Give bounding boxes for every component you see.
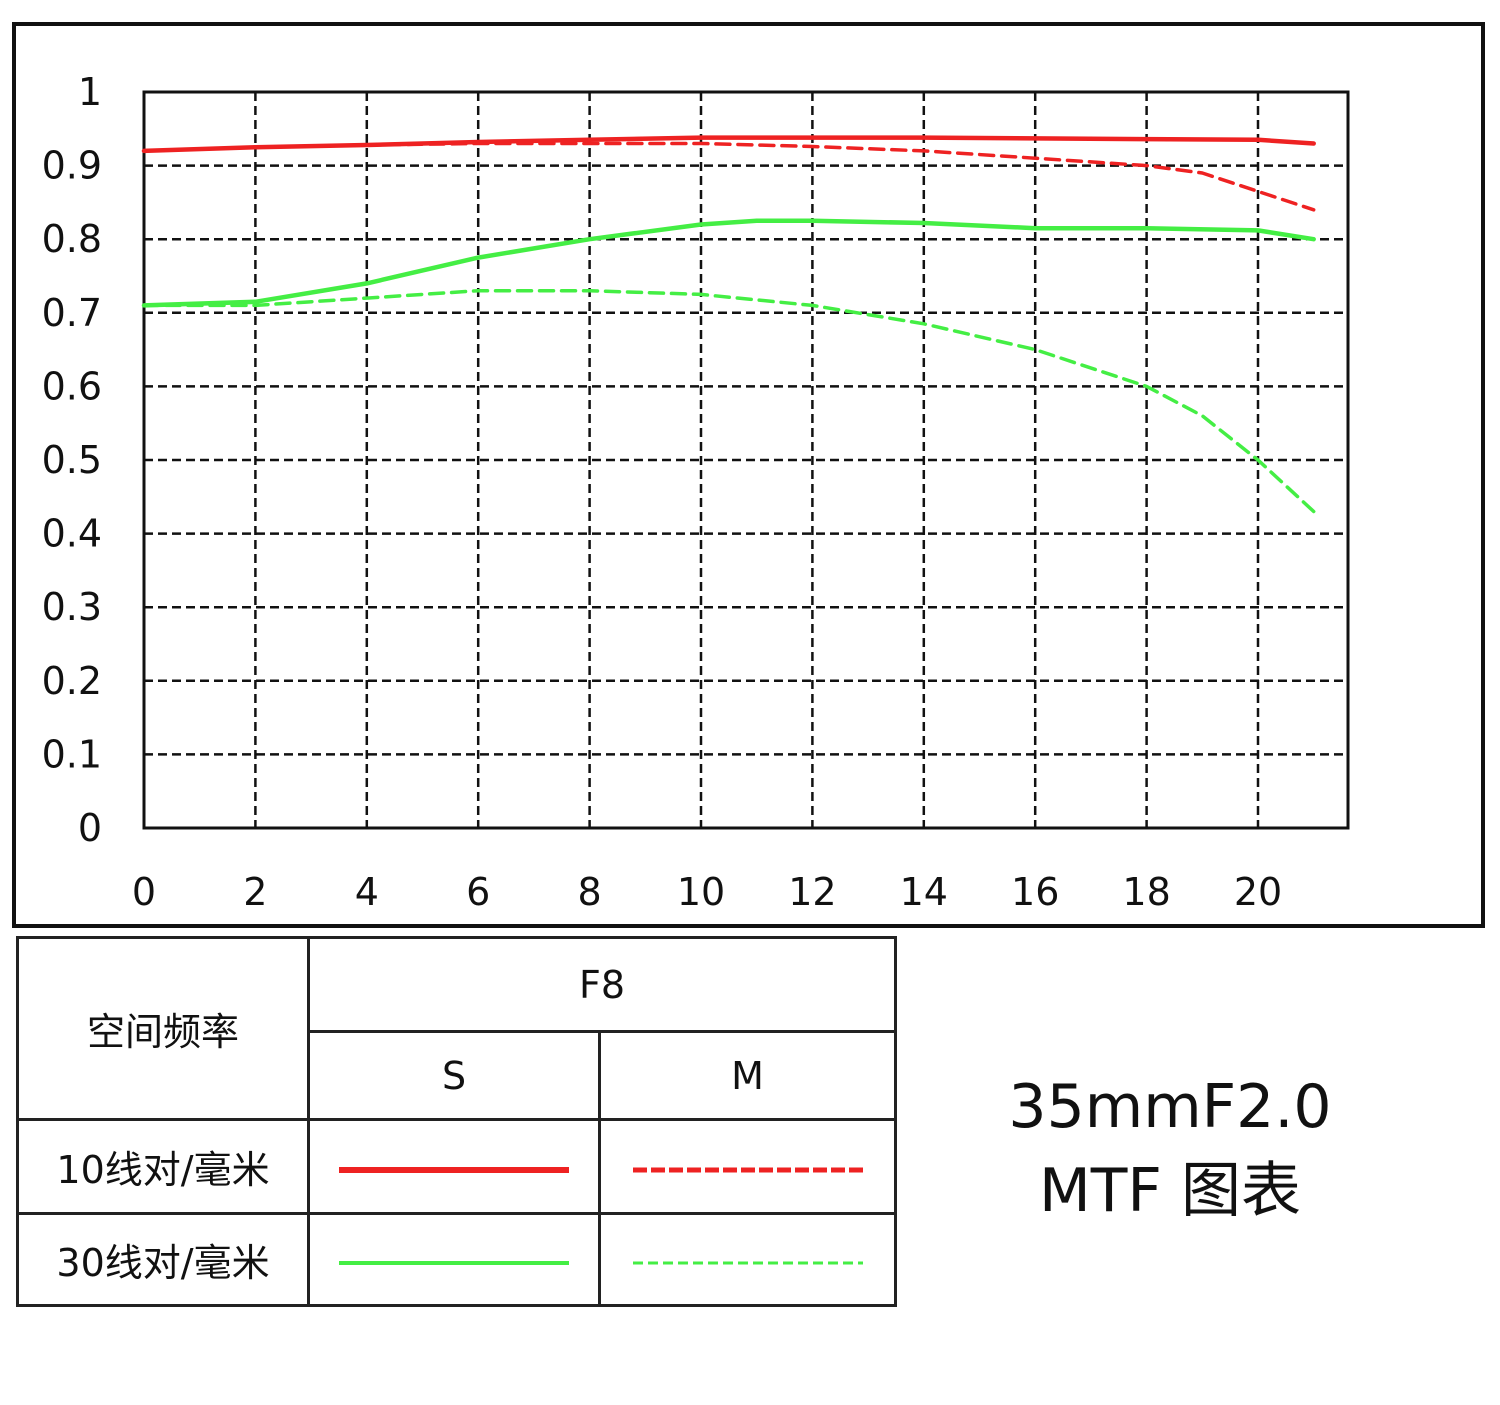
x-tick-label: 8 bbox=[578, 870, 602, 914]
x-tick-label: 20 bbox=[1234, 870, 1282, 914]
x-tick-label: 16 bbox=[1011, 870, 1059, 914]
legend-header-aperture: F8 bbox=[307, 936, 897, 1033]
series-line-3 bbox=[141, 218, 1316, 308]
x-tick-label: 14 bbox=[900, 870, 948, 914]
chart-title-block: 35mmF2.0 MTF 图表 bbox=[960, 1065, 1380, 1233]
x-axis-labels: 0 2 4 6 8 10 12 14 16 18 20 bbox=[132, 870, 1282, 914]
y-tick-label: 0.3 bbox=[42, 585, 102, 629]
legend-sample-30-s bbox=[307, 1212, 601, 1307]
y-tick-label: 0.7 bbox=[42, 291, 102, 335]
legend-row-30lp: 30线对/毫米 bbox=[16, 1212, 310, 1307]
x-tick-label: 2 bbox=[243, 870, 267, 914]
mtf-chart-title: MTF 图表 bbox=[1038, 1156, 1301, 1226]
y-tick-label: 0.8 bbox=[42, 217, 102, 261]
y-tick-label: 0.5 bbox=[42, 438, 102, 482]
y-tick-label: 1 bbox=[78, 70, 102, 114]
x-tick-label: 4 bbox=[355, 870, 379, 914]
mtf-chart: 0 0.1 0.2 0.3 0.4 0.5 0.6 0.7 0.8 0.9 1 0 2 4 6 8 10 12 1… bbox=[12, 22, 1485, 928]
y-tick-label: 0.2 bbox=[42, 659, 102, 703]
legend-col-m: M bbox=[598, 1030, 897, 1121]
data-series bbox=[141, 135, 1316, 514]
series-line-2 bbox=[142, 141, 1316, 212]
legend-table: 空间频率 F8 S M 10线对/毫米 30线对/毫米 bbox=[16, 936, 897, 1307]
y-tick-label: 0.6 bbox=[42, 364, 102, 408]
y-tick-label: 0.1 bbox=[42, 732, 102, 776]
y-tick-label: 0.9 bbox=[42, 144, 102, 188]
legend-sample-10-m bbox=[598, 1118, 897, 1215]
y-axis-labels: 0 0.1 0.2 0.3 0.4 0.5 0.6 0.7 0.8 0.9 1 bbox=[42, 70, 102, 850]
x-tick-label: 6 bbox=[466, 870, 490, 914]
lens-title: 35mmF2.0 bbox=[1008, 1072, 1332, 1142]
x-tick-label: 10 bbox=[677, 870, 725, 914]
x-tick-label: 12 bbox=[788, 870, 836, 914]
y-tick-label: 0.4 bbox=[42, 512, 102, 556]
legend-col-s: S bbox=[307, 1030, 601, 1121]
x-tick-label: 0 bbox=[132, 870, 156, 914]
series-line-4 bbox=[142, 288, 1316, 514]
chart-border bbox=[12, 22, 1485, 928]
legend-sample-10-s bbox=[307, 1118, 601, 1215]
x-tick-label: 18 bbox=[1122, 870, 1170, 914]
legend-sample-30-m bbox=[598, 1212, 897, 1307]
y-tick-label: 0 bbox=[78, 806, 102, 850]
legend-row-10lp: 10线对/毫米 bbox=[16, 1118, 310, 1215]
legend-header-frequency: 空间频率 bbox=[16, 936, 310, 1121]
